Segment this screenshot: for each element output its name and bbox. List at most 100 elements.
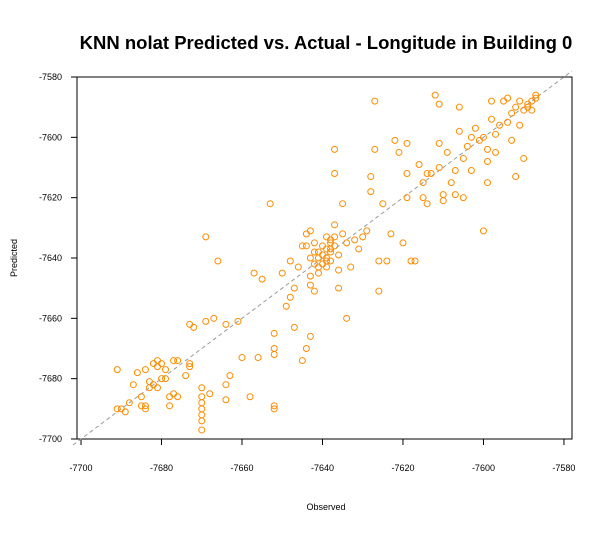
- data-point: [367, 188, 375, 196]
- data-point: [210, 314, 218, 322]
- data-point: [399, 239, 407, 247]
- x-axis-label: Observed: [306, 502, 345, 512]
- data-point: [302, 345, 310, 352]
- data-point: [113, 405, 121, 413]
- data-point: [504, 118, 512, 126]
- chart-title: KNN nolat Predicted vs. Actual - Longitu…: [80, 32, 573, 53]
- x-tick-label: -7700: [70, 463, 93, 473]
- data-point: [310, 287, 318, 295]
- data-point: [347, 263, 355, 271]
- data-point: [331, 221, 339, 229]
- x-tick-label: -7660: [230, 463, 253, 473]
- data-point: [198, 399, 206, 407]
- data-point: [129, 381, 137, 389]
- data-point: [459, 194, 467, 202]
- data-point: [145, 378, 153, 386]
- data-point: [335, 266, 343, 274]
- data-point: [162, 375, 170, 383]
- data-point: [411, 257, 419, 265]
- data-point: [270, 351, 278, 359]
- data-point: [483, 157, 491, 165]
- data-point: [170, 357, 178, 365]
- data-point: [202, 317, 210, 325]
- data-point: [298, 242, 306, 250]
- data-point: [133, 369, 141, 377]
- data-point: [339, 200, 347, 208]
- data-point: [367, 173, 375, 181]
- data-point: [250, 269, 258, 277]
- data-point: [512, 103, 520, 111]
- data-point: [306, 227, 314, 235]
- data-point: [520, 154, 528, 162]
- data-point: [343, 314, 351, 322]
- data-point: [443, 148, 451, 156]
- y-tick-label: -7660: [39, 313, 62, 323]
- data-point: [117, 405, 125, 413]
- data-point: [467, 167, 475, 175]
- data-point: [471, 124, 479, 132]
- data-point: [496, 121, 504, 129]
- data-point: [387, 230, 395, 238]
- y-tick-label: -7580: [39, 72, 62, 82]
- data-point: [427, 170, 435, 178]
- data-point: [355, 245, 363, 253]
- data-point: [214, 257, 222, 265]
- y-tick-label: -7640: [39, 253, 62, 263]
- data-point: [371, 97, 379, 105]
- data-point: [532, 94, 540, 102]
- data-point: [294, 263, 302, 271]
- data-point: [343, 239, 351, 247]
- data-point: [306, 254, 314, 262]
- data-point: [483, 145, 491, 153]
- data-point: [371, 145, 379, 153]
- data-point: [158, 360, 166, 368]
- data-point: [234, 317, 242, 325]
- data-point: [323, 245, 331, 253]
- data-point: [141, 366, 149, 374]
- data-point: [532, 91, 540, 99]
- data-point: [331, 233, 339, 241]
- data-point: [359, 233, 367, 241]
- data-point: [327, 257, 335, 265]
- data-point: [198, 411, 206, 419]
- data-point: [166, 402, 174, 410]
- data-point: [459, 154, 467, 162]
- data-point: [504, 94, 512, 102]
- data-point: [488, 97, 496, 105]
- data-point: [528, 106, 536, 114]
- data-point: [520, 106, 528, 114]
- data-point: [403, 139, 411, 147]
- data-point: [395, 148, 403, 156]
- x-axis: -7700 -7680 -7660 -7640 -7620 -7600 -7580: [70, 439, 575, 473]
- data-point: [222, 381, 230, 389]
- data-point: [254, 354, 262, 362]
- plot-frame: [76, 76, 573, 440]
- data-point: [508, 136, 516, 144]
- data-point: [439, 191, 447, 199]
- data-point: [435, 164, 443, 171]
- x-tick-label: -7680: [150, 463, 173, 473]
- data-point: [318, 260, 326, 268]
- data-point: [419, 179, 427, 187]
- data-point: [483, 179, 491, 187]
- data-point: [282, 302, 290, 310]
- x-tick-label: -7580: [552, 463, 575, 473]
- data-point: [403, 170, 411, 178]
- data-points: [113, 91, 540, 434]
- data-point: [121, 408, 129, 416]
- data-point: [306, 272, 314, 280]
- data-point: [423, 170, 431, 178]
- data-point: [198, 384, 206, 392]
- data-point: [323, 263, 331, 271]
- data-point: [351, 236, 359, 244]
- data-point: [141, 405, 149, 413]
- data-point: [423, 200, 431, 208]
- data-point: [149, 360, 157, 368]
- x-tick-label: -7600: [472, 463, 495, 473]
- data-point: [266, 200, 274, 208]
- data-point: [327, 248, 335, 256]
- data-point: [246, 393, 254, 401]
- data-point: [174, 357, 182, 365]
- data-point: [141, 402, 149, 410]
